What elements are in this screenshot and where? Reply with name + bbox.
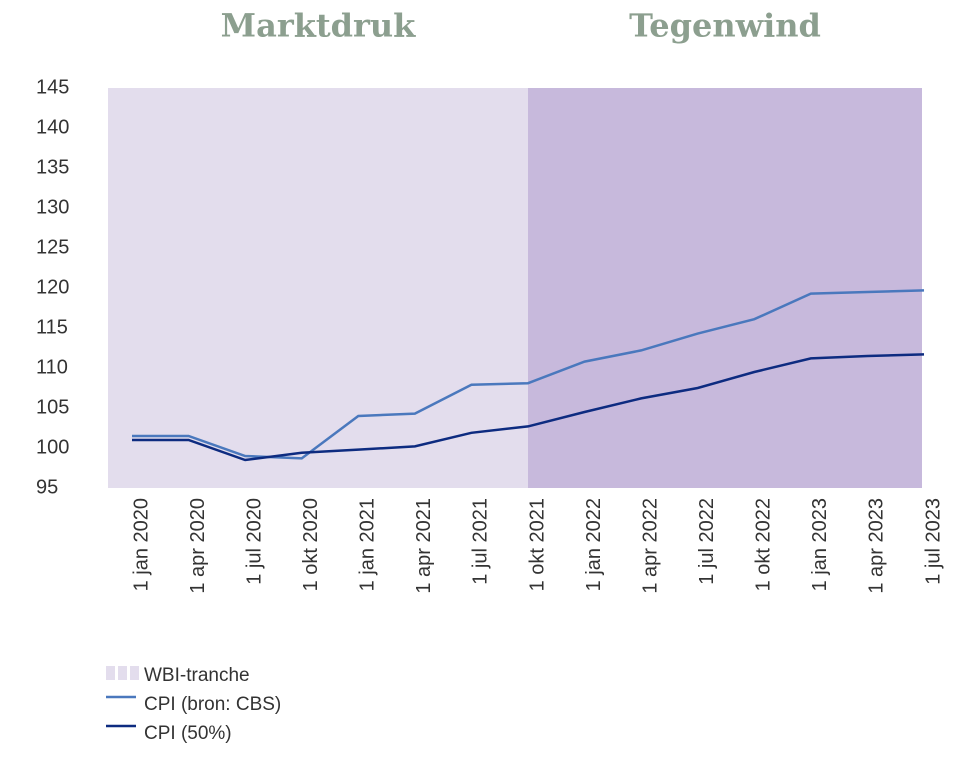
x-tick-label: 1 apr 2021 (413, 498, 435, 594)
y-tick-label: 140 (36, 116, 69, 138)
band-title: Tegenwind (629, 7, 821, 45)
y-tick-label: 115 (36, 316, 68, 338)
axes: 95 100 105 110 115 120 125 130 135 140 145 1 jan 20… (36, 76, 944, 593)
x-tick-label: 1 jan 2020 (130, 498, 152, 591)
y-tick-label: 95 (36, 476, 58, 498)
series-line (132, 353, 925, 462)
x-tick-label: 1 apr 2023 (866, 498, 888, 594)
y-tick-label: 100 (36, 436, 69, 458)
y-tick-label: 105 (36, 396, 69, 418)
band (528, 88, 922, 488)
legend-label: CPI (bron: CBS) (144, 694, 281, 715)
band-title: Marktdruk (221, 7, 416, 45)
legend-label: CPI (50%) (144, 723, 232, 744)
bands: Marktdruk Tegenwind (108, 7, 922, 488)
x-tick-label: 1 jul 2023 (922, 498, 944, 585)
legend-swatch (106, 666, 115, 680)
y-tick-label: 145 (36, 76, 69, 98)
y-tick-label: 120 (36, 276, 69, 298)
lines (132, 289, 925, 462)
band (108, 88, 528, 488)
y-tick-label: 110 (36, 356, 68, 378)
legend: WBI-tranche CPI (bron: CBS) CPI (50%) (106, 665, 281, 744)
y-tick-label: 130 (36, 196, 69, 218)
x-tick-label: 1 apr 2020 (187, 498, 209, 594)
y-tick-label: 125 (36, 236, 69, 258)
x-tick-label: 1 jan 2023 (809, 498, 831, 591)
x-tick-label: 1 jul 2020 (243, 498, 265, 585)
x-tick-label: 1 okt 2022 (753, 498, 775, 591)
x-tick-label: 1 jan 2022 (583, 498, 605, 591)
x-tick-label: 1 jan 2021 (357, 498, 379, 591)
x-tick-label: 1 okt 2021 (526, 498, 548, 591)
y-tick-label: 135 (36, 156, 69, 178)
legend-swatch (130, 666, 139, 680)
x-tick-label: 1 apr 2022 (639, 498, 661, 594)
x-tick-label: 1 okt 2020 (300, 498, 322, 591)
legend-label: WBI-tranche (144, 665, 250, 686)
x-tick-label: 1 jul 2021 (470, 498, 492, 585)
x-tick-label: 1 jul 2022 (696, 498, 718, 585)
legend-swatch (118, 666, 127, 680)
